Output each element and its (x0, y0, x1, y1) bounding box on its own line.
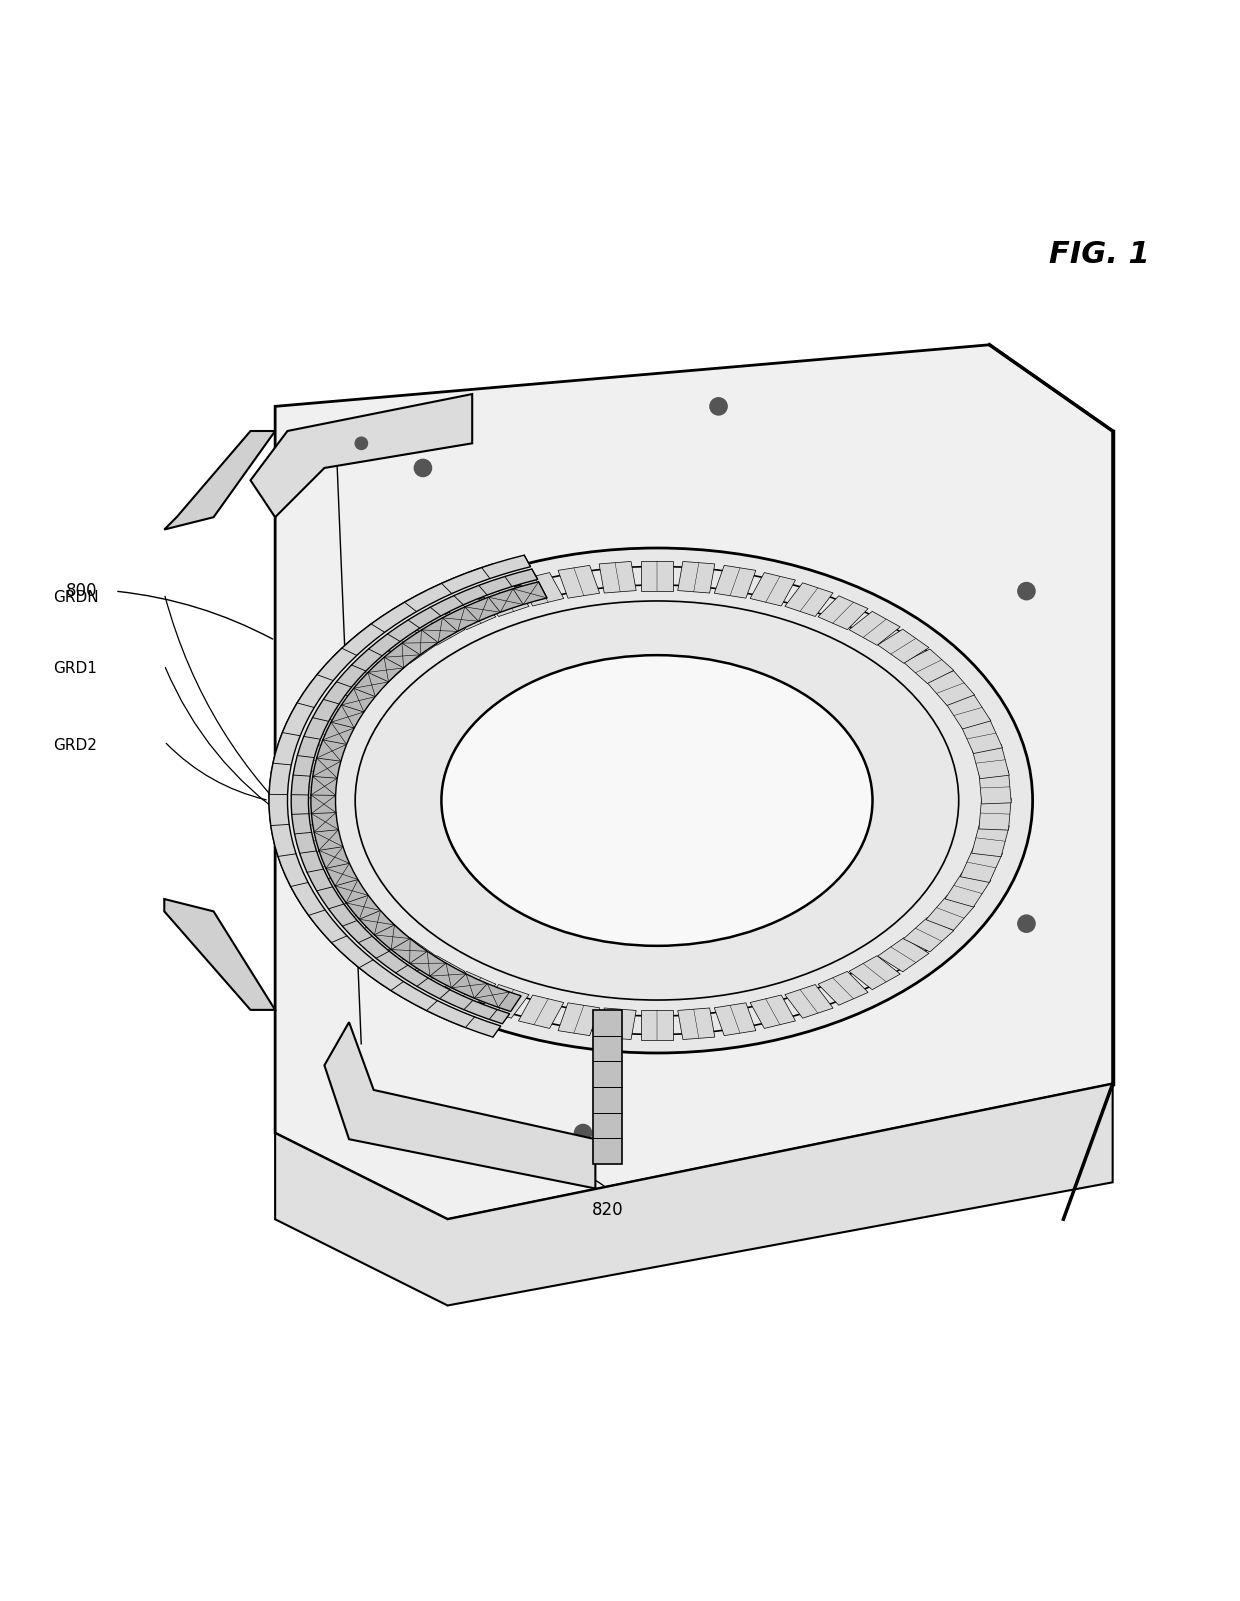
Polygon shape (305, 744, 342, 778)
Text: GRD1: GRD1 (53, 661, 97, 676)
Polygon shape (641, 560, 673, 591)
Polygon shape (593, 1010, 622, 1164)
Polygon shape (164, 431, 275, 530)
Polygon shape (414, 956, 465, 989)
Polygon shape (678, 1009, 714, 1039)
Ellipse shape (441, 655, 873, 946)
Text: FIG. 1: FIG. 1 (1049, 240, 1149, 269)
Polygon shape (325, 1021, 595, 1188)
Polygon shape (303, 772, 335, 804)
Polygon shape (360, 917, 410, 953)
Polygon shape (322, 693, 368, 728)
Polygon shape (599, 562, 636, 592)
Polygon shape (818, 972, 868, 1005)
Polygon shape (518, 573, 564, 607)
Polygon shape (164, 900, 275, 1010)
Polygon shape (340, 671, 388, 706)
Polygon shape (714, 1002, 756, 1036)
Polygon shape (311, 847, 353, 882)
Polygon shape (904, 648, 954, 684)
Polygon shape (960, 719, 1002, 754)
Circle shape (355, 437, 367, 450)
Polygon shape (340, 895, 388, 930)
Polygon shape (275, 1084, 1112, 1305)
Polygon shape (878, 629, 929, 663)
Polygon shape (558, 565, 600, 599)
Polygon shape (849, 956, 900, 989)
Circle shape (1018, 583, 1035, 600)
Polygon shape (250, 394, 472, 517)
Polygon shape (849, 612, 900, 645)
Text: 800: 800 (66, 583, 97, 600)
Polygon shape (305, 823, 342, 857)
Polygon shape (750, 573, 796, 607)
Polygon shape (926, 895, 975, 930)
Text: GRD2: GRD2 (53, 738, 97, 752)
Polygon shape (311, 719, 353, 754)
Polygon shape (904, 917, 954, 953)
Polygon shape (303, 797, 335, 829)
Polygon shape (945, 693, 991, 728)
Polygon shape (269, 564, 563, 1026)
Polygon shape (360, 648, 410, 684)
Polygon shape (445, 972, 496, 1005)
Circle shape (574, 1124, 591, 1142)
Polygon shape (311, 581, 547, 1012)
Polygon shape (972, 823, 1009, 857)
Polygon shape (384, 629, 436, 663)
Circle shape (1018, 916, 1035, 932)
Polygon shape (269, 556, 531, 1037)
Polygon shape (414, 612, 465, 645)
Polygon shape (678, 562, 714, 592)
Polygon shape (714, 565, 756, 599)
Polygon shape (960, 847, 1002, 882)
Circle shape (711, 397, 727, 415)
Polygon shape (322, 873, 368, 908)
Text: 820: 820 (591, 1201, 624, 1218)
Polygon shape (384, 938, 436, 972)
Polygon shape (785, 985, 833, 1018)
Polygon shape (978, 797, 1012, 829)
Ellipse shape (281, 548, 1033, 1053)
Polygon shape (785, 583, 833, 616)
Polygon shape (481, 583, 529, 616)
Polygon shape (972, 744, 1009, 778)
Text: GRDN: GRDN (53, 589, 99, 605)
Polygon shape (558, 1002, 600, 1036)
Polygon shape (599, 1009, 636, 1039)
Circle shape (414, 459, 432, 477)
Polygon shape (481, 985, 529, 1018)
Polygon shape (945, 873, 991, 908)
Polygon shape (818, 596, 868, 629)
Polygon shape (445, 596, 496, 629)
Polygon shape (641, 1010, 673, 1041)
Polygon shape (275, 344, 1112, 1220)
Polygon shape (878, 938, 929, 972)
Polygon shape (291, 568, 538, 1023)
Polygon shape (518, 994, 564, 1028)
Polygon shape (978, 772, 1012, 804)
Polygon shape (750, 994, 796, 1028)
Text: 840: 840 (337, 1074, 368, 1093)
Polygon shape (926, 671, 975, 706)
